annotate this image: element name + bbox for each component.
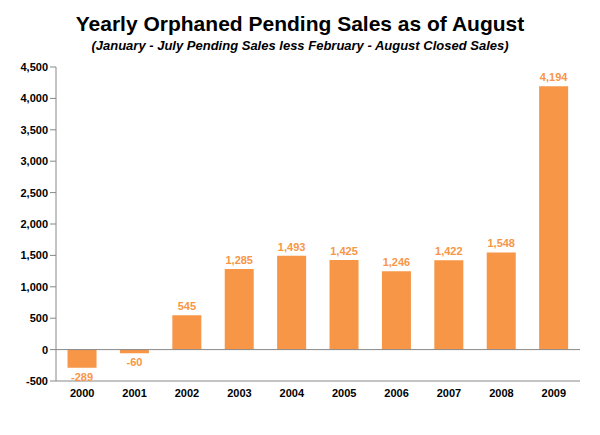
html-text:Yearly Orphaned Pending Sales: Yearly Orphaned Pending Sales as of Augu… bbox=[75, 12, 525, 35]
svg-text:545: 545 bbox=[178, 300, 196, 312]
svg-text:0: 0 bbox=[42, 344, 48, 356]
svg-text:2003: 2003 bbox=[227, 387, 251, 399]
svg-text:4,000: 4,000 bbox=[20, 92, 48, 104]
svg-text:1,548: 1,548 bbox=[487, 237, 515, 249]
svg-text:1,425: 1,425 bbox=[330, 245, 358, 257]
svg-text:1,493: 1,493 bbox=[278, 241, 306, 253]
svg-text:-500: -500 bbox=[26, 375, 48, 387]
svg-text:2007: 2007 bbox=[437, 387, 461, 399]
svg-text:500: 500 bbox=[30, 312, 48, 324]
svg-text:1,285: 1,285 bbox=[225, 254, 253, 266]
html-text:(January - July Pending Sales: (January - July Pending Sales less Febru… bbox=[91, 38, 509, 53]
svg-text:2002: 2002 bbox=[175, 387, 199, 399]
svg-text:4,500: 4,500 bbox=[20, 61, 48, 73]
svg-text:2000: 2000 bbox=[70, 387, 94, 399]
svg-text:1,422: 1,422 bbox=[435, 245, 463, 257]
svg-text:4,194: 4,194 bbox=[540, 71, 568, 83]
svg-text:2,500: 2,500 bbox=[20, 187, 48, 199]
svg-text:3,000: 3,000 bbox=[20, 155, 48, 167]
svg-text:2005: 2005 bbox=[332, 387, 356, 399]
svg-text:1,000: 1,000 bbox=[20, 281, 48, 293]
svg-text:2001: 2001 bbox=[122, 387, 146, 399]
svg-text:2,000: 2,000 bbox=[20, 218, 48, 230]
svg-text:-60: -60 bbox=[126, 356, 142, 368]
svg-text:1,500: 1,500 bbox=[20, 249, 48, 261]
svg-text:2009: 2009 bbox=[542, 387, 566, 399]
svg-text:2004: 2004 bbox=[280, 387, 305, 399]
svg-text:2008: 2008 bbox=[489, 387, 513, 399]
svg-text:3,500: 3,500 bbox=[20, 124, 48, 136]
svg-text:2006: 2006 bbox=[384, 387, 408, 399]
svg-text:1,246: 1,246 bbox=[383, 256, 411, 268]
svg-text:-289: -289 bbox=[71, 371, 93, 383]
